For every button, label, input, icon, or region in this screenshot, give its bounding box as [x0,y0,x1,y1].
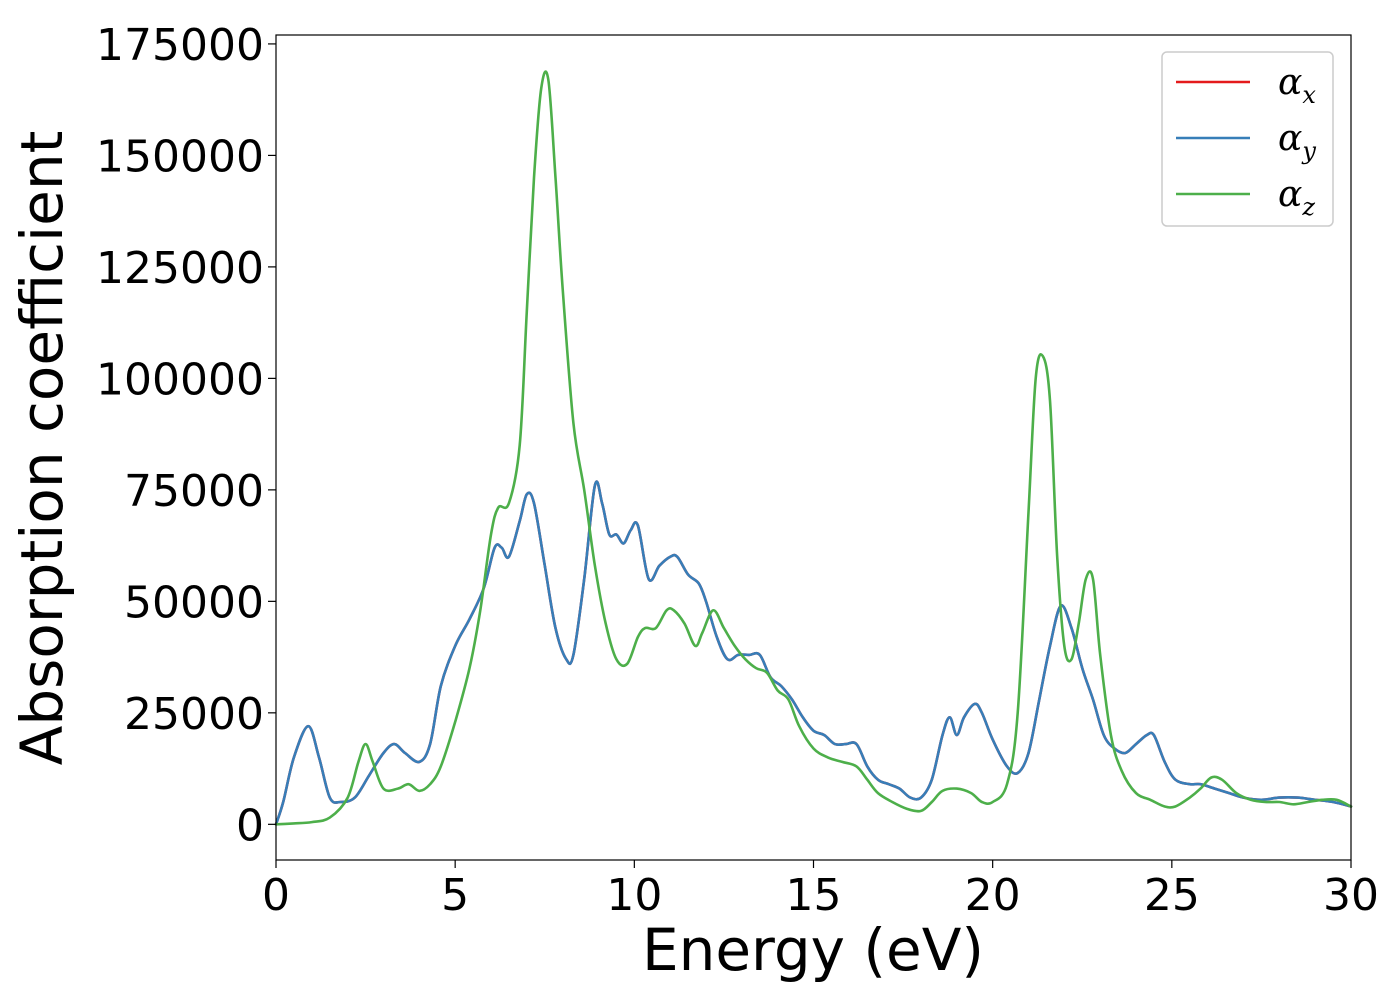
x-tick-label: 25 [1144,870,1200,921]
legend-label-alpha-y: αy [1278,118,1316,165]
y-tick-label: 150000 [96,131,264,182]
y-tick-label: 100000 [96,354,264,405]
y-tick-label: 175000 [96,20,264,71]
y-tick-label: 25000 [124,689,264,740]
series-line-alpha-y [274,480,1353,826]
y-tick-label: 50000 [124,577,264,628]
legend-subscript: y [1301,137,1316,165]
y-axis-label: Absorption coefficient [8,131,76,766]
series-line-alpha-z [274,70,1353,826]
y-tick-label: 0 [236,800,264,851]
y-tick-label: 125000 [96,243,264,294]
legend-subscript: z [1301,193,1315,221]
x-tick-label: 0 [262,870,290,921]
x-tick-label: 10 [606,870,662,921]
x-tick-label: 20 [965,870,1021,921]
x-tick-label: 30 [1323,870,1379,921]
x-axis: 0 5 10 15 20 25 30 [262,860,1379,921]
x-axis-label: Energy (eV) [642,916,984,984]
legend-subscript: x [1302,81,1316,109]
series-layer [274,70,1353,826]
y-axis: 0 25000 50000 75000 100000 125000 150000 175000 [96,20,276,851]
y-tick-label: 75000 [124,466,264,517]
x-tick-label: 15 [786,870,842,921]
x-tick-label: 5 [441,870,469,921]
